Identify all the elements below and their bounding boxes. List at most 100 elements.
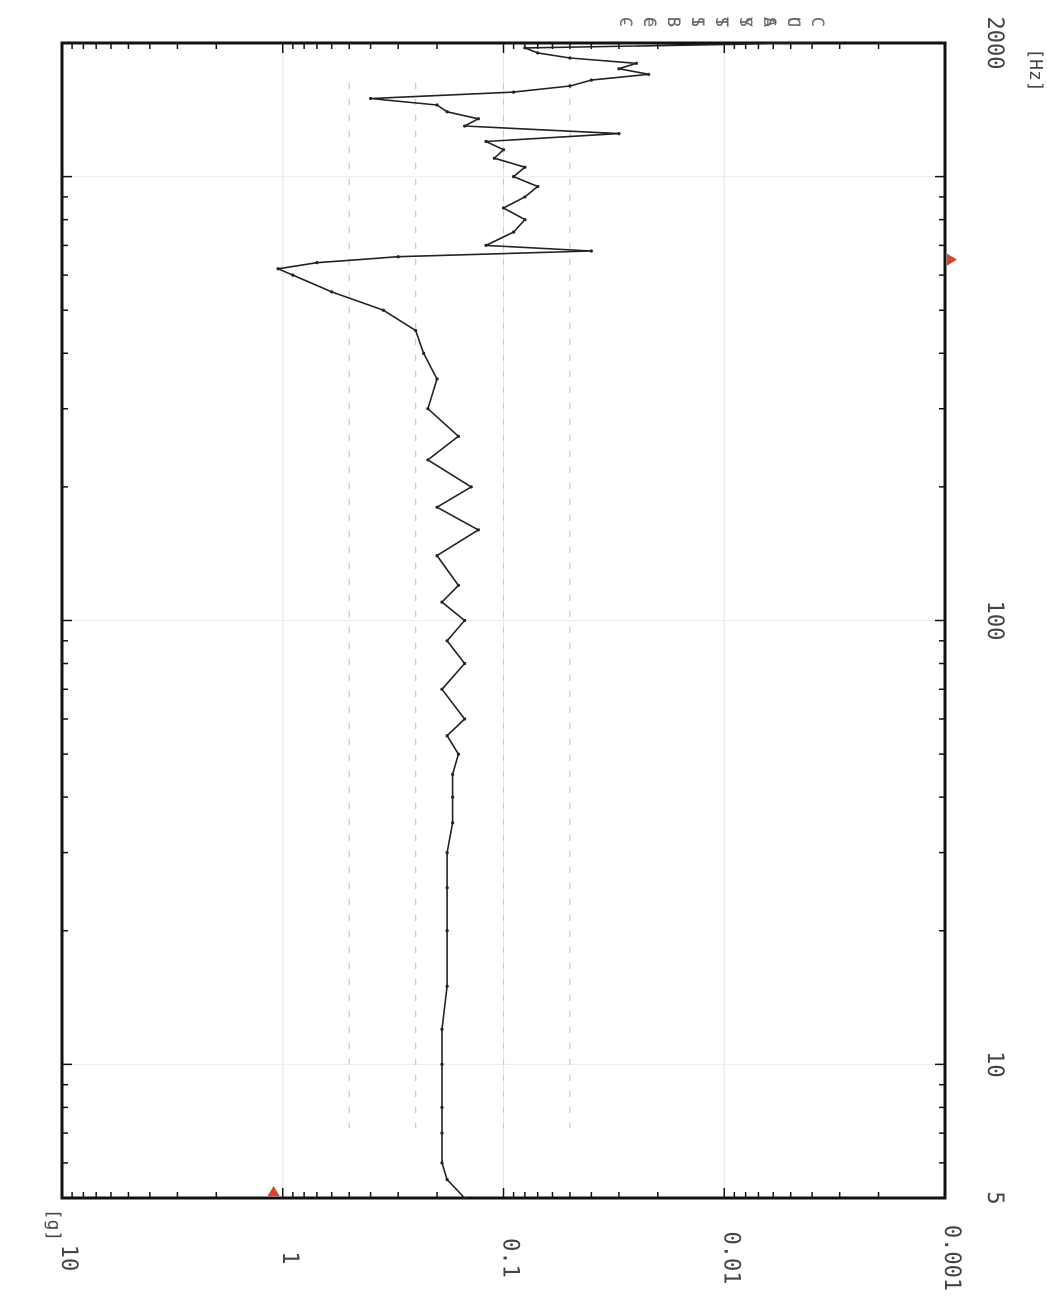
series-layer (276, 41, 814, 1200)
header-glyph: - (615, 17, 635, 27)
header-glyph: T (711, 17, 731, 27)
data-point (589, 78, 593, 82)
data-point (523, 165, 527, 169)
data-point (426, 458, 430, 462)
data-point (469, 485, 473, 489)
amplitude-tick-label: 0.1 (498, 1238, 523, 1278)
data-point (451, 772, 455, 777)
amplitude-tick-label: 0.001 (939, 1225, 964, 1291)
data-point (476, 117, 480, 121)
x-axis-unit-label: [Hz] (1025, 48, 1046, 91)
data-point (426, 407, 430, 411)
amplitude-tick-label: 1 (277, 1251, 302, 1264)
axis-ticks (62, 42, 946, 1199)
data-point (435, 505, 439, 509)
header-glyph: e (639, 17, 659, 27)
data-point (440, 1105, 444, 1109)
data-point (440, 600, 444, 604)
amplitude-tick-label: 10 (56, 1245, 81, 1272)
data-point (456, 434, 461, 438)
data-point (451, 795, 455, 799)
data-point (512, 230, 516, 234)
data-point (315, 261, 319, 265)
data-point (536, 51, 540, 55)
header-glyph: C (807, 17, 827, 27)
data-point (523, 195, 527, 199)
data-point (445, 850, 449, 855)
data-point (647, 72, 651, 76)
data-point (501, 148, 506, 152)
marker-triangle (267, 1186, 280, 1196)
header-glyph: S (711, 17, 731, 27)
data-point (445, 734, 449, 738)
data-point (810, 41, 814, 45)
marker-triangle (947, 253, 957, 266)
data-point (440, 1131, 444, 1135)
data-point (568, 56, 572, 60)
data-point (381, 308, 385, 312)
data-point (463, 717, 467, 721)
header-glyph: I (687, 17, 707, 27)
data-point (396, 255, 400, 259)
data-point (463, 124, 467, 128)
data-point (445, 984, 449, 988)
frequency-tick-label: 5 (982, 1191, 1007, 1204)
header-glyph: Y (735, 17, 755, 27)
data-point (445, 929, 449, 933)
markers (267, 253, 957, 1196)
data-point (617, 132, 621, 136)
data-point (276, 267, 280, 271)
data-point (463, 661, 467, 666)
reference-lines (348, 83, 571, 1128)
data-point (617, 67, 621, 71)
header-glyph: S (735, 17, 755, 27)
data-point (368, 96, 373, 101)
header-glyph: B (663, 17, 683, 27)
data-point (440, 687, 444, 691)
data-point (523, 218, 527, 222)
header-glyph: S (759, 17, 779, 27)
tick-labels: 5 10 100 2000 10 1 0.1 0.01 0.001 [Hz] [g] (43, 17, 1046, 1292)
data-point (440, 1161, 444, 1165)
data-point (451, 821, 455, 825)
data-point (456, 752, 461, 756)
header-glyph: C (783, 17, 803, 27)
data-point (435, 554, 439, 558)
data-point (330, 290, 334, 294)
y-axis-unit-label: [g] (43, 1209, 64, 1242)
data-point (440, 1062, 444, 1066)
amplitude-tick-label: 0.01 (718, 1232, 743, 1285)
data-point (501, 206, 506, 210)
data-point (512, 175, 516, 179)
header-glyph: U (783, 17, 803, 27)
header-glyph: C (639, 17, 659, 27)
data-point (523, 46, 527, 50)
data-point (476, 528, 480, 532)
data-point (440, 1027, 444, 1031)
header-glyph: C (615, 17, 635, 27)
data-point (589, 249, 593, 253)
data-point (456, 583, 461, 587)
data-point (445, 639, 449, 643)
frequency-tick-label: 100 (982, 601, 1007, 641)
data-point (568, 84, 572, 88)
header-glyph: S (663, 17, 683, 27)
frequency-tick-label: 2000 (982, 17, 1007, 70)
data-point (463, 618, 467, 623)
header-text: C C S S S S S U C-e B I T Y A C (615, 17, 827, 27)
data-point (536, 184, 540, 189)
data-point (435, 103, 439, 107)
header-glyph: A (759, 17, 779, 27)
frequency-tick-label: 10 (982, 1051, 1007, 1078)
data-point (484, 243, 488, 247)
data-point (435, 377, 439, 381)
data-point (445, 1178, 449, 1182)
data-point (445, 886, 449, 890)
data-point (463, 1196, 467, 1200)
data-point (634, 61, 639, 65)
data-point (512, 90, 516, 94)
data-point (445, 110, 449, 114)
data-point (414, 328, 418, 333)
data-point (422, 351, 426, 355)
